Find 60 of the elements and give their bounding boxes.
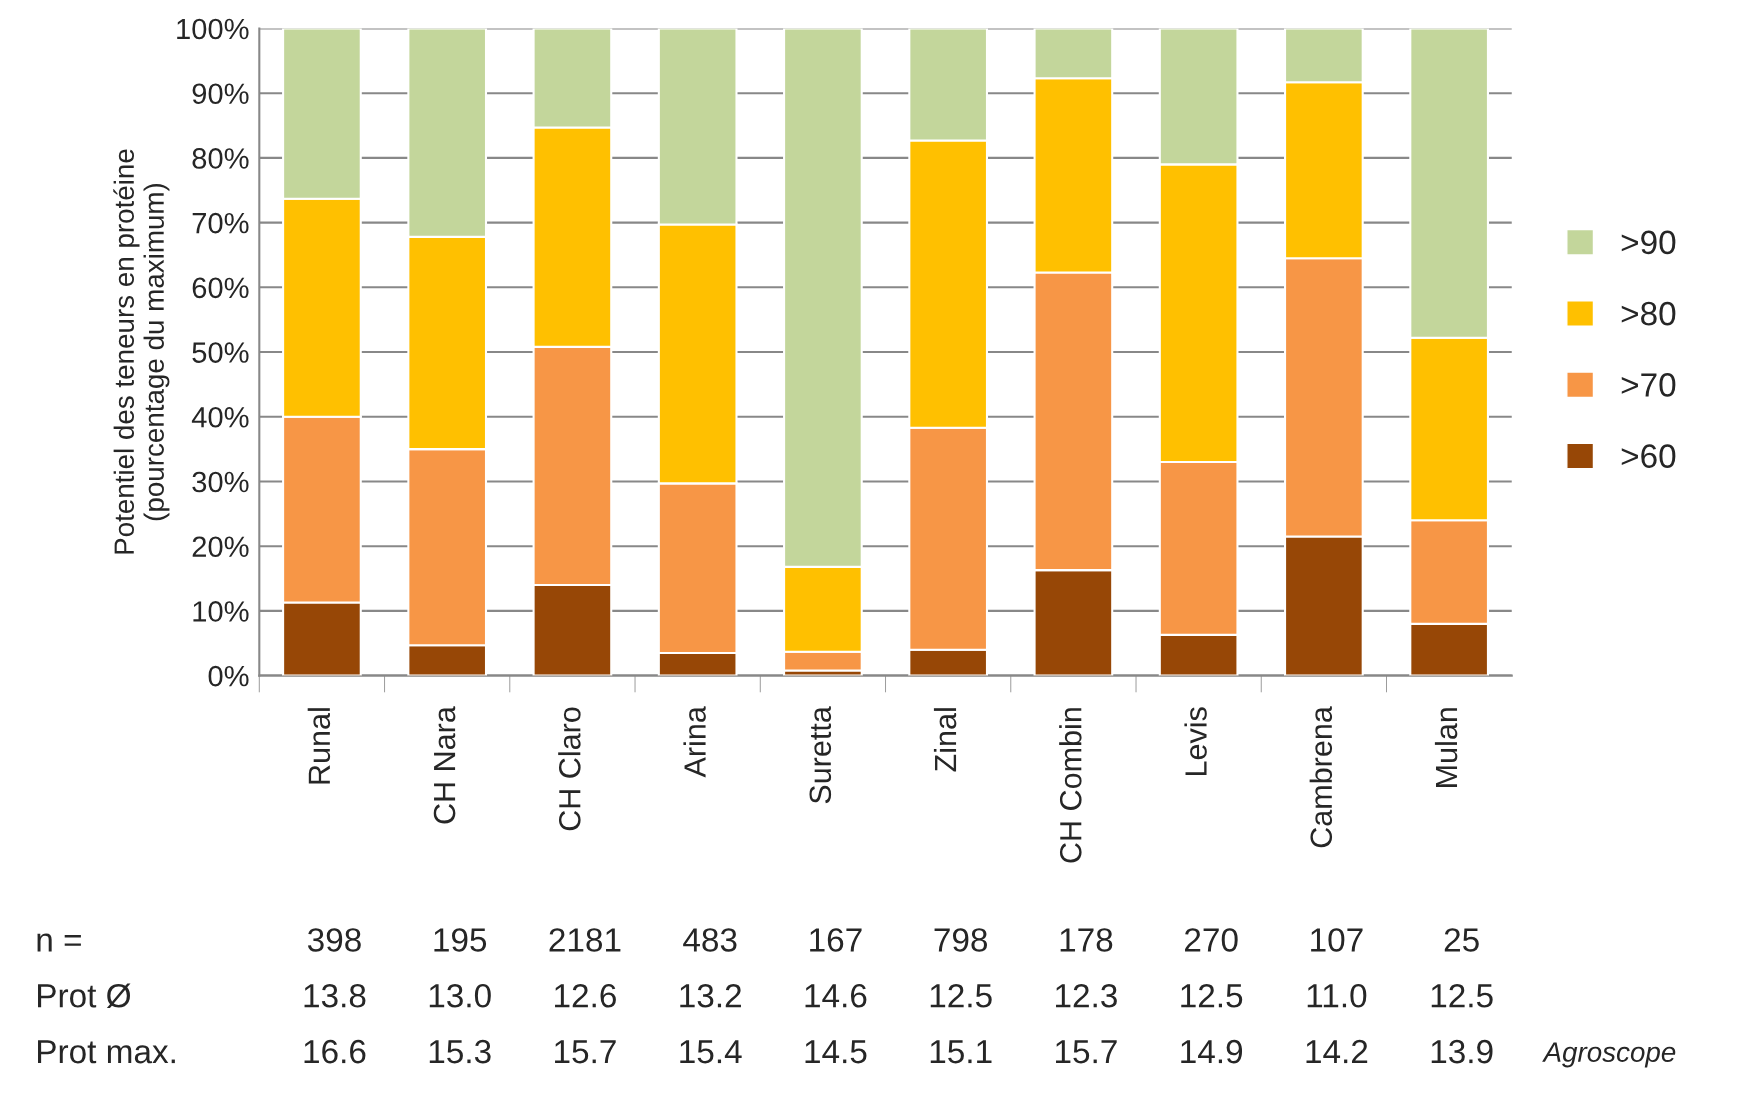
text: 107 <box>1311 928 1363 952</box>
text: 2181 <box>549 928 621 952</box>
x-tick-label: CH Claro <box>558 707 581 831</box>
x-tick-label: CH Nara <box>433 706 456 824</box>
text: 270 <box>1185 928 1238 952</box>
text: 483 <box>683 928 737 952</box>
x-tick-label: Arina <box>683 706 706 778</box>
text: Prot Ø <box>38 983 131 1009</box>
text: 14.2 <box>1306 1039 1368 1064</box>
text: 15.7 <box>555 1040 616 1064</box>
x-tick-label: Cambrena <box>1309 706 1333 848</box>
legend-label: >80 <box>1621 301 1676 326</box>
x-tick-label: Suretta <box>809 706 832 804</box>
text: 12.6 <box>555 983 616 1008</box>
text: 13.2 <box>680 983 741 1008</box>
y-tick-label: 70% <box>192 212 249 234</box>
legend-label: >70 <box>1621 373 1676 397</box>
text: 15.3 <box>429 1039 491 1064</box>
text: 14.6 <box>805 983 867 1008</box>
y-tick-label: 50% <box>192 342 249 363</box>
text: 13.0 <box>429 983 491 1008</box>
text: 798 <box>934 928 988 952</box>
x-tick-label: Levis <box>1184 707 1207 775</box>
text: 25 <box>1444 928 1479 952</box>
text: 12.5 <box>930 983 992 1008</box>
y-tick-label: 80% <box>192 148 249 169</box>
text: 12.5 <box>1181 983 1243 1008</box>
text: 178 <box>1060 928 1113 952</box>
x-tick-label: Runal <box>307 708 331 784</box>
x-tick-label: CH Combin <box>1059 708 1082 863</box>
text: 14.5 <box>805 1040 867 1064</box>
text: 15.1 <box>930 1040 992 1064</box>
y-tick-label: 0% <box>208 665 249 687</box>
text: 15.7 <box>1056 1040 1117 1064</box>
text: 11.0 <box>1307 983 1367 1008</box>
y-tick-label: 30% <box>192 471 249 493</box>
text: 16.6 <box>304 1039 366 1064</box>
legend-label: >90 <box>1621 230 1676 255</box>
text: Prot max. <box>38 1040 175 1064</box>
y-axis-title: Potentiel des teneurs en protéine (pourcentage du maximum) <box>113 149 170 554</box>
text: 12.5 <box>1431 983 1493 1008</box>
text: 13.8 <box>304 983 366 1008</box>
text: 398 <box>307 928 361 952</box>
text: Agroscope <box>1542 1042 1676 1068</box>
text: 15.4 <box>680 1040 742 1064</box>
y-tick-label: 100% <box>177 18 249 40</box>
text: n = <box>37 933 81 952</box>
text: 12.3 <box>1056 983 1117 1008</box>
legend-label: >60 <box>1621 444 1676 468</box>
y-tick-label: 90% <box>192 83 249 105</box>
y-tick-label: 10% <box>193 601 249 622</box>
text: 13.9 <box>1431 1039 1493 1064</box>
x-tick-label: Mulan <box>1434 708 1458 787</box>
y-tick-label: 20% <box>192 536 249 558</box>
text: 167 <box>810 928 862 952</box>
text: 14.9 <box>1181 1039 1243 1064</box>
x-tick-label: Zinal <box>933 708 957 772</box>
text: 195 <box>434 928 487 952</box>
y-tick-label: 60% <box>192 277 249 299</box>
y-tick-label: 40% <box>191 406 249 428</box>
